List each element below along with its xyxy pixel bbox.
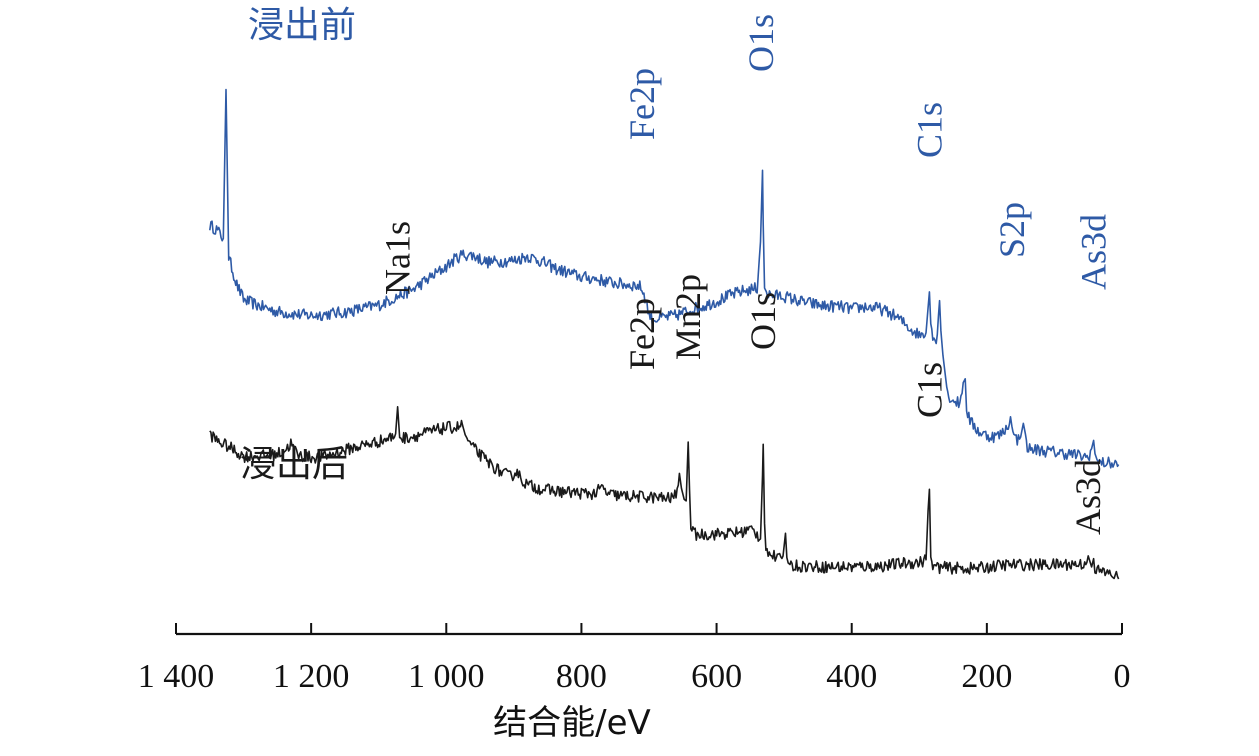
peak-label: Mn2p — [668, 274, 708, 360]
series-layer — [208, 88, 1120, 580]
x-tick-label: 400 — [826, 658, 877, 695]
peak-label: C1s — [909, 362, 949, 418]
peak-label: As3d — [1068, 459, 1108, 535]
peak-label: Fe2p — [622, 68, 662, 140]
peak-label: S2p — [992, 202, 1032, 258]
x-tick-label: 800 — [556, 658, 607, 695]
x-axis-title: 结合能/eV — [493, 703, 651, 743]
peak-label: O1s — [741, 14, 781, 72]
x-tick-label: 1 400 — [138, 658, 215, 695]
peak-label: O1s — [743, 292, 783, 350]
x-axis: 1 400 1 200 1 000 800 600 400 200 0 — [138, 623, 1131, 695]
peak-label: Na1s — [378, 221, 418, 295]
x-axis-ticks: 1 400 1 200 1 000 800 600 400 200 0 — [138, 623, 1131, 695]
x-tick-label: 0 — [1114, 658, 1131, 695]
x-tick-label: 1 000 — [408, 658, 485, 695]
series-label: 浸出后 — [240, 444, 348, 485]
series-label: 浸出前 — [248, 5, 356, 46]
x-tick-label: 1 200 — [273, 658, 350, 695]
peak-label: Fe2p — [622, 298, 662, 370]
series-line-after-leaching — [209, 406, 1120, 580]
series-line-before-leaching — [208, 88, 1120, 469]
x-tick-label: 200 — [961, 658, 1012, 695]
x-tick-label: 600 — [691, 658, 742, 695]
peak-label: As3d — [1074, 214, 1114, 290]
peak-label: C1s — [909, 102, 949, 158]
